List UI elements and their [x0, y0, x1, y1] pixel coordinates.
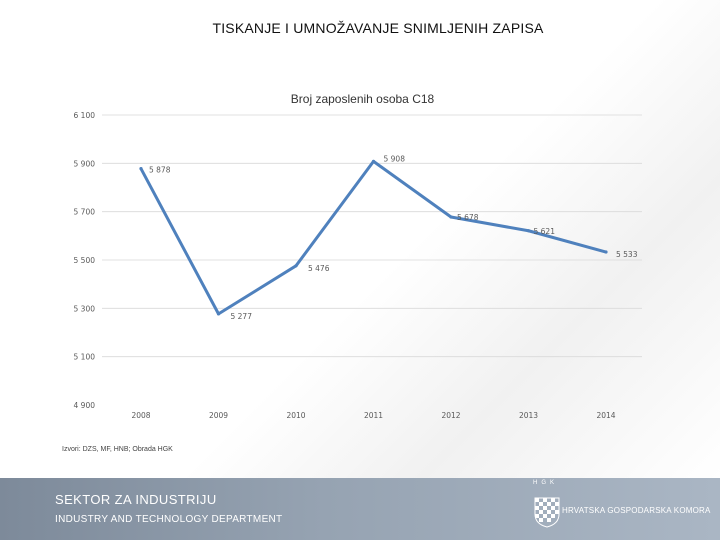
footer-department-en: INDUSTRY AND TECHNOLOGY DEPARTMENT — [55, 514, 283, 525]
chart-title: Broj zaposlenih osoba C18 — [290, 92, 435, 106]
logo-name: HRVATSKA GOSPODARSKA KOMORA — [562, 506, 711, 515]
footer-department-hr: SEKTOR ZA INDUSTRIJU — [55, 492, 217, 507]
series-line — [139, 159, 608, 316]
y-tick-label: 5 700 — [74, 208, 96, 217]
data-point — [604, 250, 608, 254]
data-label: 5 476 — [308, 264, 330, 273]
x-tick-label: 2011 — [364, 411, 383, 420]
x-tick-label: 2013 — [519, 411, 538, 420]
x-tick-label: 2014 — [596, 411, 615, 420]
x-tick-label: 2010 — [286, 411, 305, 420]
data-label: 5 621 — [534, 227, 556, 236]
data-point — [294, 264, 298, 268]
data-label: 5 277 — [231, 312, 253, 321]
data-label: 5 908 — [384, 154, 406, 163]
line-chart: 4 900 5 100 5 300 5 500 5 700 5 900 6 100 2008 2… — [74, 111, 642, 420]
y-tick-label: 5 100 — [74, 353, 96, 362]
slide-title: TISKANJE I UMNOŽAVANJE SNIMLJENIH ZAPISA — [212, 20, 544, 36]
data-point — [139, 167, 143, 171]
y-tick-label: 5 500 — [74, 256, 96, 265]
x-tick-label: 2009 — [209, 411, 228, 420]
data-point — [526, 229, 531, 233]
y-tick-label: 5 300 — [74, 304, 96, 313]
data-point — [371, 159, 376, 163]
slide-background — [0, 0, 720, 478]
logo-initials: HGK — [533, 480, 559, 486]
data-label: 5 878 — [149, 166, 171, 175]
data-label: 5 533 — [616, 250, 638, 259]
checkerboard-shield-logo-icon — [534, 497, 560, 528]
data-point — [216, 312, 221, 316]
x-tick-label: 2008 — [131, 411, 150, 420]
y-tick-label: 5 900 — [74, 159, 96, 168]
data-label: 5 678 — [457, 213, 479, 222]
y-tick-label: 6 100 — [74, 111, 96, 120]
y-tick-label: 4 900 — [74, 401, 96, 410]
x-tick-label: 2012 — [441, 411, 460, 420]
data-point — [449, 215, 453, 219]
source-note: Izvori: DZS, MF, HNB; Obrada HGK — [62, 446, 173, 453]
footer-banner: SEKTOR ZA INDUSTRIJU INDUSTRY AND TECHNO… — [0, 478, 720, 540]
